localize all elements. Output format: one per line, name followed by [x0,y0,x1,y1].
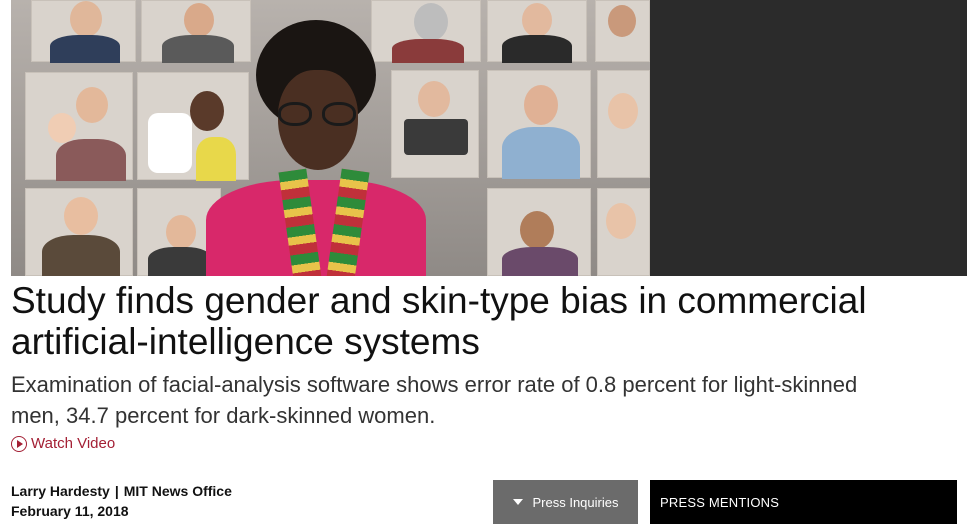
byline: Larry Hardesty | MIT News Office February … [11,481,232,521]
portrait-tile [595,0,650,62]
publish-date: February 11, 2018 [11,503,129,519]
author-name: Larry Hardesty [11,483,110,499]
caret-down-icon [512,499,523,505]
watch-video-link[interactable]: Watch Video [11,435,115,452]
portrait-tile [25,188,133,276]
portrait-tile [141,0,251,63]
featured-person [206,20,426,276]
portrait-tile [597,70,650,178]
press-mentions-label: PRESS MENTIONS [660,494,780,510]
portrait-tile [391,70,479,178]
byline-separator: | [114,483,119,499]
portrait-tile [487,70,591,179]
article-headline: Study finds gender and skin-type bias in… [11,280,867,362]
article-dek: Examination of facial-analysis software … [11,372,858,428]
press-inquiries-button[interactable]: Press Inquiries [493,480,638,524]
portrait-tile [597,188,650,276]
play-circle-icon [11,435,27,452]
portrait-tile [371,0,481,63]
portrait-tile [487,0,587,63]
portrait-tile [31,0,136,63]
portrait-tile [137,72,249,181]
portrait-tile [25,72,133,181]
portrait-tile [487,188,591,276]
hero-side-panel [650,0,967,276]
press-inquiries-label: Press Inquiries [532,494,619,510]
hero-image [11,0,650,276]
press-mentions-tab[interactable]: PRESS MENTIONS [650,480,957,524]
watch-video-label: Watch Video [31,435,116,452]
portrait-wall [11,0,650,276]
author-office: MIT News Office [123,483,232,499]
